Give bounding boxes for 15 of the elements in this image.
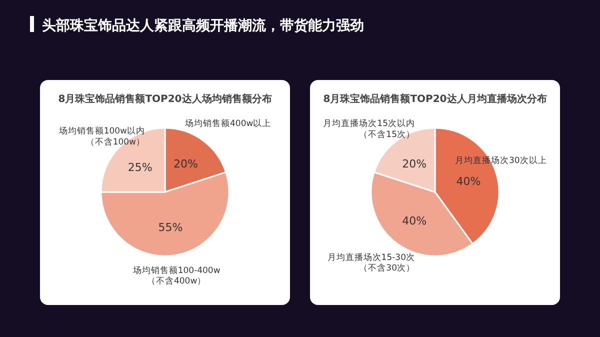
data-label: 55% (158, 220, 183, 234)
text: 头部珠宝饰品达人紧跟高频开播潮流，带货能力强劲 (42, 17, 364, 34)
data-label: 20% (173, 158, 198, 171)
slice-label: 月均直播场次15-30次（不含30次） (327, 252, 415, 274)
data-label: 40% (402, 214, 427, 228)
chart-title: 8月珠宝饰品销售额TOP20达人月均直播场次分布 (323, 93, 547, 105)
slice-label: 月均直播场次15次以内（不含15次） (323, 118, 415, 140)
slice-label: 月均直播场次30次以上 (455, 155, 547, 166)
slice-label: 场均销售额100-400w（不含400w） (132, 265, 220, 287)
chart-title: 8月珠宝饰品销售额TOP20达人场均销售额分布 (58, 93, 272, 105)
data-label: 20% (402, 158, 427, 171)
data-label: 40% (456, 175, 481, 188)
slice-label: 场均销售额400w以上 (184, 118, 272, 130)
slice-label: 场均销售额100w以内（不含100w） (58, 126, 145, 148)
data-label: 25% (128, 161, 152, 174)
